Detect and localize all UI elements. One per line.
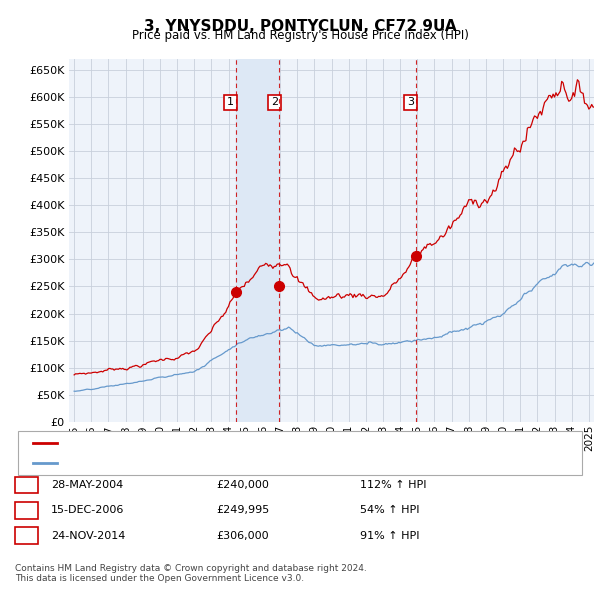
Text: 1: 1	[23, 480, 30, 490]
Text: 2: 2	[23, 506, 30, 515]
Text: 3: 3	[23, 531, 30, 540]
Text: £240,000: £240,000	[216, 480, 269, 490]
Text: 2: 2	[271, 97, 278, 107]
Text: 3, YNYSDDU, PONTYCLUN, CF72 9UA (detached house): 3, YNYSDDU, PONTYCLUN, CF72 9UA (detache…	[60, 438, 345, 448]
Text: 91% ↑ HPI: 91% ↑ HPI	[360, 531, 419, 540]
Text: Contains HM Land Registry data © Crown copyright and database right 2024.
This d: Contains HM Land Registry data © Crown c…	[15, 563, 367, 583]
Text: £249,995: £249,995	[216, 506, 269, 515]
Text: 24-NOV-2014: 24-NOV-2014	[51, 531, 125, 540]
Text: 15-DEC-2006: 15-DEC-2006	[51, 506, 124, 515]
Text: 3, YNYSDDU, PONTYCLUN, CF72 9UA: 3, YNYSDDU, PONTYCLUN, CF72 9UA	[143, 19, 457, 34]
Text: 112% ↑ HPI: 112% ↑ HPI	[360, 480, 427, 490]
Text: 3: 3	[407, 97, 414, 107]
Text: 28-MAY-2004: 28-MAY-2004	[51, 480, 123, 490]
Text: £306,000: £306,000	[216, 531, 269, 540]
Text: Price paid vs. HM Land Registry's House Price Index (HPI): Price paid vs. HM Land Registry's House …	[131, 30, 469, 42]
Text: 1: 1	[227, 97, 234, 107]
Text: 54% ↑ HPI: 54% ↑ HPI	[360, 506, 419, 515]
Text: HPI: Average price, detached house, Rhondda Cynon Taf: HPI: Average price, detached house, Rhon…	[60, 458, 353, 467]
Bar	[236, 59, 280, 422]
